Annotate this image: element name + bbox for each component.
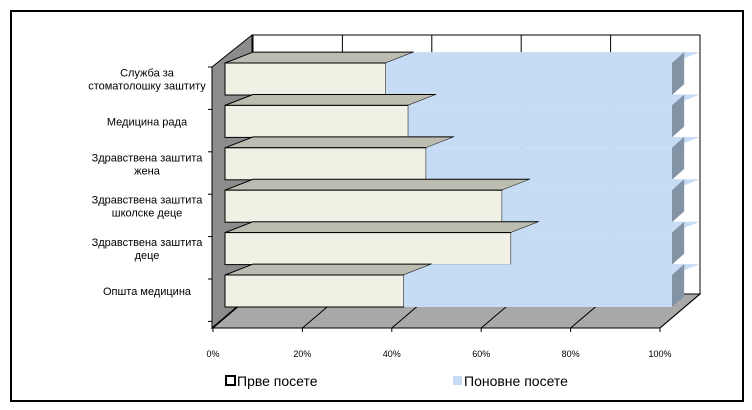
bar-front (224, 232, 512, 266)
bar-top (385, 52, 700, 63)
x-tick-label: 0% (206, 349, 219, 359)
bar-top (224, 263, 432, 276)
bar-top (224, 221, 540, 234)
bar-side (672, 52, 685, 95)
category-label: Здравствена заштита (92, 152, 204, 164)
category-label: стоматолошку заштиту (88, 81, 206, 93)
bars (224, 51, 700, 308)
bar-top (511, 221, 700, 233)
bar-top (224, 93, 437, 106)
bar-front (426, 147, 672, 180)
bar (224, 178, 531, 223)
category-label: деце (135, 250, 160, 262)
x-tick-label: 60% (472, 349, 490, 359)
legend-label-repeat-visits: Поновне посете (464, 373, 568, 389)
bar (224, 136, 455, 181)
category-label: Служба за (120, 68, 175, 80)
bar-front (502, 190, 672, 223)
x-tick-label: 80% (562, 349, 580, 359)
bar (224, 93, 437, 138)
bar-front (224, 189, 503, 223)
bar-top (426, 136, 700, 148)
category-label: Медицина рада (107, 116, 188, 128)
bar-front (224, 62, 387, 96)
legend: Прве посете Поновне посете (225, 373, 568, 389)
category-label: Здравствена заштита (92, 237, 204, 249)
bar (408, 94, 700, 138)
bar-top (224, 51, 415, 64)
bar-side (672, 179, 685, 223)
bar (224, 51, 415, 96)
category-label: школске деце (112, 208, 183, 220)
bar-side (672, 136, 685, 180)
bar-front (224, 147, 427, 181)
bar-top (408, 94, 700, 106)
legend-swatch-first-visits (225, 375, 236, 386)
bar-front (224, 274, 405, 308)
bar-top (502, 179, 700, 191)
bar (426, 136, 700, 180)
bar (511, 221, 700, 265)
bar (224, 221, 540, 266)
bar-top (224, 136, 455, 149)
bar-side (672, 94, 685, 138)
bar (403, 264, 700, 307)
category-label: Здравствена заштита (92, 195, 204, 207)
category-label: жена (134, 165, 161, 177)
x-tick-labels: 0% 20% 40% 60% 80% 100% (206, 349, 671, 359)
bar-top (403, 264, 700, 275)
bar-side (672, 221, 685, 265)
category-label: Општа медицина (103, 286, 192, 298)
bar-front (403, 275, 672, 307)
x-tick-label: 100% (648, 349, 671, 359)
bar (385, 52, 700, 95)
floor-gridline (659, 293, 701, 329)
bar-front (511, 232, 672, 265)
bar-top (224, 178, 531, 191)
legend-swatch-repeat-visits (453, 376, 462, 385)
bar (502, 179, 700, 223)
bar-front (385, 63, 672, 95)
bar-front (224, 104, 409, 138)
bar-side (672, 264, 685, 307)
bar (224, 263, 432, 308)
x-tick-label: 40% (383, 349, 401, 359)
x-tick-label: 20% (293, 349, 311, 359)
legend-label-first-visits: Прве посете (237, 373, 318, 389)
bar-front (408, 105, 672, 138)
